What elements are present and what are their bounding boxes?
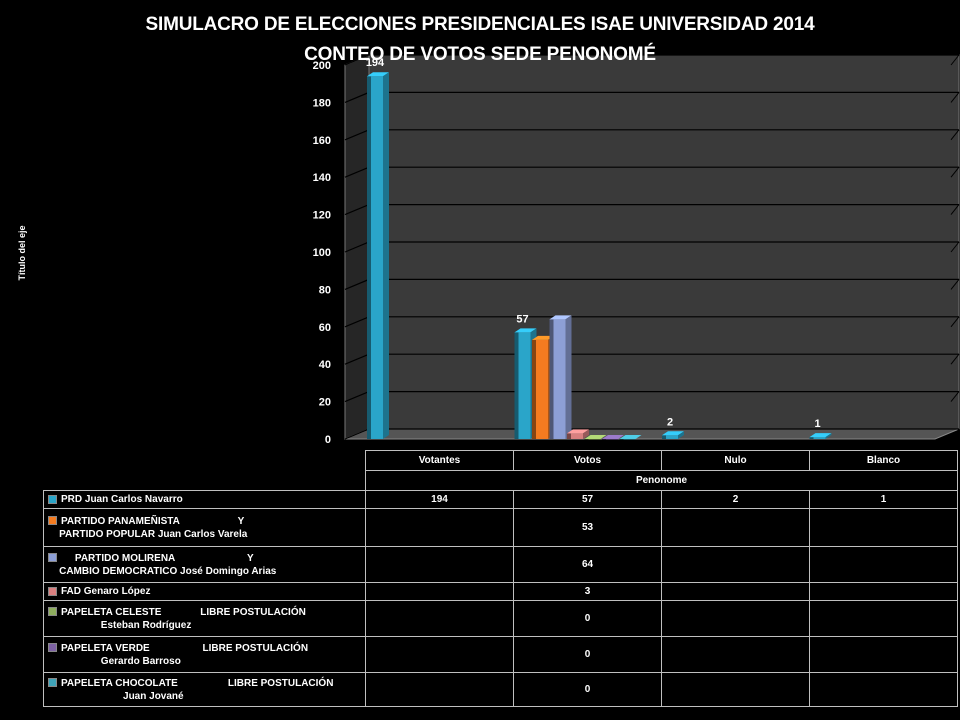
series-name: FAD Genaro López — [61, 586, 151, 597]
category-header: Nulo — [661, 450, 810, 471]
data-label: 1 — [814, 418, 820, 430]
gridline-edge — [950, 204, 960, 215]
y-tick-label: 100 — [313, 247, 331, 259]
legend-row-label: PARTIDO MOLIRENA Y CAMBIO DEMOCRATICO Jo… — [43, 546, 366, 583]
data-label: 194 — [366, 57, 385, 69]
bar-votos-2 — [549, 315, 572, 439]
y-tick-label: 40 — [319, 359, 331, 371]
gridline-edge — [950, 166, 960, 178]
series-name: PAPELETA VERDE LIBRE POSTULACIÓN Gerardo… — [61, 642, 309, 667]
table-value — [661, 636, 810, 673]
y-tick-label: 80 — [319, 284, 331, 296]
bar-blanco-0 — [809, 433, 832, 439]
chart-title-line2: CONTEO DE VOTOS SEDE PENONOMÉ — [304, 44, 656, 65]
table-value: 0 — [513, 600, 662, 637]
table-value — [661, 508, 810, 547]
table-value — [365, 582, 514, 601]
category-header: Votos — [513, 450, 662, 471]
table-value: 3 — [513, 582, 662, 601]
gridline-edge — [950, 54, 960, 66]
table-value: 53 — [513, 508, 662, 547]
chart-title-line1: SIMULACRO DE ELECCIONES PRESIDENCIALES I… — [145, 14, 815, 35]
table-value — [809, 600, 958, 637]
legend-key-swatch — [48, 607, 57, 617]
legend-row-label: PRD Juan Carlos Navarro — [43, 490, 366, 509]
table-value: 2 — [661, 490, 810, 509]
legend-key-swatch — [48, 586, 57, 596]
data-table: Votantes Votos Nulo Blanco Penonome PRD Juan … — [43, 450, 958, 707]
table-value — [809, 582, 958, 601]
y-axis-title: Título del eje — [17, 225, 27, 281]
chart-floor — [344, 428, 960, 440]
bar-votos-5 — [602, 435, 624, 440]
table-value — [809, 508, 958, 547]
y-tick-label: 0 — [325, 434, 331, 446]
table-value — [661, 672, 810, 707]
table-value — [365, 546, 514, 583]
category-header: Votantes — [365, 450, 514, 471]
data-label: 57 — [516, 313, 528, 325]
bar-votos-3 — [567, 429, 589, 439]
gridline-edge — [950, 353, 960, 365]
legend-key-swatch — [48, 553, 57, 563]
table-value — [661, 582, 810, 601]
series-name: PARTIDO PANAMEÑISTA Y PARTIDO POPULAR Ju… — [59, 515, 248, 540]
table-value — [365, 672, 514, 707]
legend-key-swatch — [48, 643, 57, 653]
table-value: 57 — [513, 490, 662, 509]
legend-key-swatch — [48, 516, 57, 526]
gridline-edge — [950, 129, 960, 141]
table-value: 1 — [809, 490, 958, 509]
gridline-edge — [950, 241, 960, 253]
legend-key-swatch — [48, 494, 57, 504]
gridline-edge — [950, 279, 960, 290]
y-tick-label: 60 — [319, 322, 331, 334]
legend-row-label: FAD Genaro López — [43, 582, 366, 601]
table-value — [365, 508, 514, 547]
y-tick-label: 200 — [313, 60, 331, 72]
table-value — [365, 636, 514, 673]
table-value — [809, 672, 958, 707]
table-value: 0 — [513, 672, 662, 707]
table-value — [365, 600, 514, 637]
table-value: 0 — [513, 636, 662, 673]
y-tick-label: 180 — [313, 97, 331, 109]
y-tick-label: 20 — [319, 397, 331, 409]
legend-row-label: PAPELETA CHOCOLATE LIBRE POSTULACIÓN Jua… — [43, 672, 366, 707]
gridline-edge — [950, 391, 960, 402]
bar-votos-6 — [619, 435, 642, 440]
gridline-edge — [950, 316, 960, 328]
series-name: PAPELETA CHOCOLATE LIBRE POSTULACIÓN Jua… — [61, 677, 334, 702]
table-value — [661, 546, 810, 583]
table-corner — [44, 451, 366, 491]
y-tick-label: 160 — [313, 135, 331, 147]
legend-key-swatch — [48, 678, 57, 688]
legend-row-label: PAPELETA VERDE LIBRE POSTULACIÓN Gerardo… — [43, 636, 366, 673]
bar-votos-4 — [584, 435, 607, 440]
bar-chart: 0 20 40 60 80 100 120 140 160 180 200 194 57 2 1 — [313, 54, 960, 446]
bar-votantes-0 — [367, 72, 389, 439]
x-axis-title: Penonome — [365, 470, 958, 491]
gridline — [344, 54, 959, 66]
bar-nulo-0 — [662, 431, 684, 439]
table-value: 194 — [365, 490, 514, 509]
y-tick-label: 120 — [313, 210, 331, 222]
data-label: 2 — [667, 416, 673, 428]
series-name: PRD Juan Carlos Navarro — [61, 494, 183, 505]
table-value: 64 — [513, 546, 662, 583]
gridline-edge — [950, 428, 960, 440]
series-name: PAPELETA CELESTE LIBRE POSTULACIÓN Esteb… — [61, 606, 306, 631]
category-header: Blanco — [809, 450, 958, 471]
table-value — [809, 546, 958, 583]
legend-row-label: PARTIDO PANAMEÑISTA Y PARTIDO POPULAR Ju… — [43, 508, 366, 547]
legend-row-label: PAPELETA CELESTE LIBRE POSTULACIÓN Esteb… — [43, 600, 366, 637]
table-value — [809, 636, 958, 673]
gridline-edge — [950, 92, 960, 103]
y-tick-label: 140 — [313, 172, 331, 184]
series-name: PARTIDO MOLIRENA Y CAMBIO DEMOCRATICO Jo… — [59, 552, 277, 577]
table-value — [661, 600, 810, 637]
